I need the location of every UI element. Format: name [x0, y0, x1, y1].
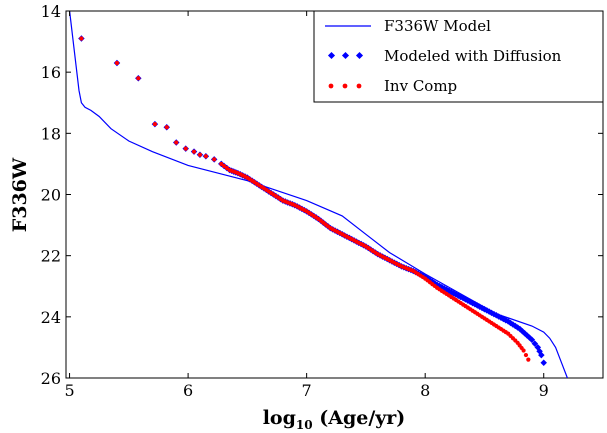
x-tick-label-5: 5: [64, 381, 74, 400]
invcomp-point-8: [197, 152, 203, 157]
model-curve: [69, 10, 568, 379]
legend: F336W Model Modeled with Diffusion Inv C…: [313, 10, 604, 103]
x-axis-ticks: 5 6 7 8 9: [64, 11, 549, 400]
invcomp-point-5: [174, 140, 179, 145]
x-tick-label-6: 6: [183, 381, 193, 400]
y-tick-label-14: 14: [41, 2, 61, 21]
invcomp-point-9: [203, 154, 208, 159]
diffusion-point-143: [531, 340, 539, 347]
inv-comp-points-layer: [79, 36, 531, 362]
legend-diffusion-marker-1: [327, 51, 336, 60]
legend-diffusion-marker-2: [341, 51, 350, 60]
legend-diffusion-label: Modeled with Diffusion: [384, 47, 562, 65]
y-axis-label: F336W: [9, 157, 31, 232]
legend-diffusion-marker-3: [355, 51, 364, 60]
y-axis-ticks: 14 16 18 20 22 24 26: [41, 2, 603, 388]
invcomp-point-139: [521, 348, 526, 353]
legend-invcomp-label: Inv Comp: [384, 77, 457, 95]
legend-invcomp-marker-1: [328, 83, 334, 89]
model-curve-layer: [69, 10, 568, 379]
invcomp-point-4: [164, 125, 169, 130]
invcomp-point-0: [79, 36, 84, 41]
diffusion-point-147: [540, 359, 547, 366]
x-tick-label-9: 9: [539, 381, 549, 400]
legend-invcomp-marker-2: [342, 83, 348, 89]
x-tick-label-8: 8: [420, 381, 430, 400]
invcomp-point-141: [526, 357, 531, 362]
y-tick-label-20: 20: [41, 186, 61, 205]
invcomp-point-1: [114, 60, 120, 66]
y-tick-label-16: 16: [41, 63, 61, 82]
x-tick-label-7: 7: [302, 381, 312, 400]
invcomp-point-140: [523, 352, 529, 358]
invcomp-point-3: [152, 122, 158, 127]
legend-invcomp-marker-3: [356, 83, 362, 89]
y-tick-label-22: 22: [41, 247, 61, 266]
diffusion-point-146: [538, 351, 545, 359]
y-tick-label-18: 18: [41, 124, 61, 143]
invcomp-point-6: [183, 146, 188, 151]
y-tick-label-26: 26: [41, 369, 61, 388]
invcomp-point-7: [191, 149, 197, 154]
invcomp-point-2: [136, 76, 141, 81]
legend-model-label: F336W Model: [384, 17, 491, 35]
y-tick-label-24: 24: [41, 308, 61, 327]
x-axis-label: log10 (Age/yr): [263, 407, 406, 432]
diffusion-point-142: [528, 336, 536, 344]
invcomp-point-10: [212, 157, 217, 162]
